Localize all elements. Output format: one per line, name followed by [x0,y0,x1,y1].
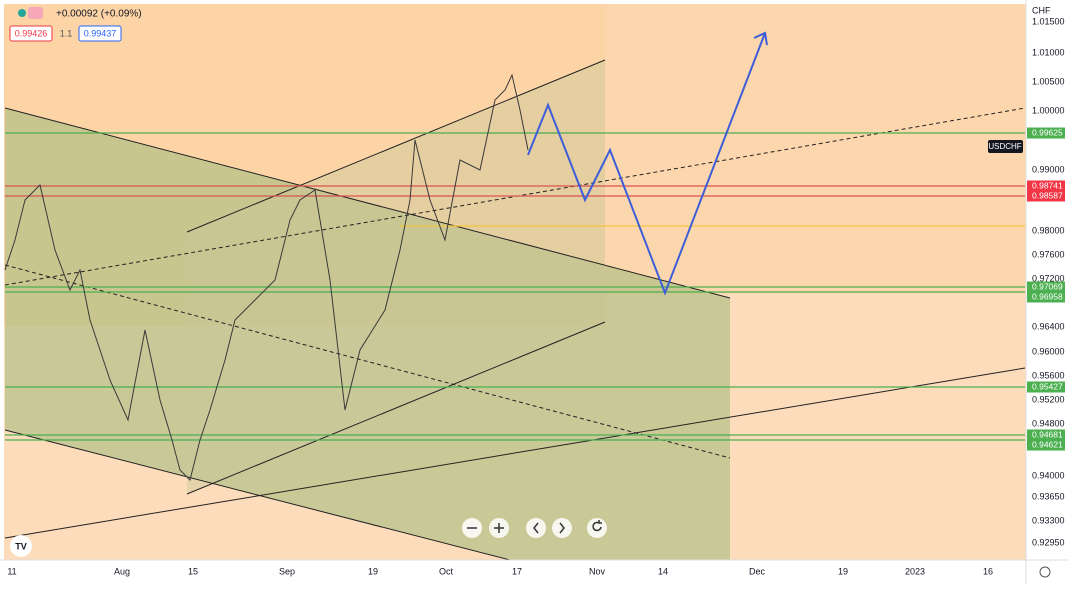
level-tag [1027,291,1065,303]
price-change: +0.00092 (+0.09%) [56,9,142,20]
level-tag [1027,439,1065,451]
level-label: 0.94621 [1032,439,1063,449]
logo[interactable] [10,535,32,557]
price-tick-label: 1.00500 [1032,76,1065,86]
date-label: 2023 [905,566,925,576]
level-label: 0.95427 [1032,381,1063,391]
projection-path [527,32,766,296]
horizontal-levels [5,132,1025,441]
price-tick-label: 0.96400 [1032,321,1065,331]
price-tick-label: 0.93300 [1032,515,1065,525]
bid-price: 0.99426 [15,28,48,38]
date-label: Oct [439,566,454,576]
price-tick-label: 0.98000 [1032,225,1065,235]
nav-buttons [462,518,607,538]
price-tick-label: 0.94800 [1032,418,1065,428]
price-tick-label: 0.95600 [1032,370,1065,380]
date-label: 16 [983,566,993,576]
level-tag [1027,190,1065,202]
spread: 1.1 [60,28,73,38]
price-tick-label: 1.00000 [1032,105,1065,115]
price-tick-label: 0.93650 [1032,491,1065,501]
level-tag [1027,429,1065,441]
scroll-right-button[interactable] [552,518,572,538]
price-tick-label: 1.01000 [1032,47,1065,57]
bid-box[interactable] [9,25,53,42]
date-label: Sep [279,566,295,576]
price-tick-label: 0.96000 [1032,346,1065,356]
scroll-left-button[interactable] [526,518,546,538]
level-tag [1027,281,1065,293]
icon [559,522,565,534]
level-label: 0.98741 [1032,180,1063,190]
date-label: Nov [589,566,606,576]
level-tag [1027,180,1065,192]
logo-mark: TV [15,541,27,551]
level-label: 0.94681 [1032,429,1063,439]
icon [592,520,602,532]
projection-arrowhead [753,31,768,46]
icon [533,522,539,534]
level-label: 0.98587 [1032,190,1063,200]
settings-button[interactable] [1039,566,1051,578]
currency-label: CHF [1032,5,1051,15]
date-label: 19 [368,566,378,576]
ask-price: 0.99437 [84,28,117,38]
price-tick-label: 0.94000 [1032,470,1065,480]
price-tick-label: 0.92950 [1032,537,1065,547]
date-label: 17 [512,566,522,576]
date-label: Aug [114,566,130,576]
symbol-tag-box [988,140,1023,153]
date-label: 11 [7,566,16,576]
level-label: 0.97069 [1032,281,1063,291]
header: +0.00092 (+0.09%) 0.99426 1.1 0.99437 [9,7,142,42]
price-tick-label: 0.97600 [1032,249,1065,259]
price-tick-label: 0.97200 [1032,273,1065,283]
indicator-icon[interactable] [28,7,43,19]
date-label: 14 [658,566,668,576]
highlight-zone [605,4,1026,294]
date-label: 19 [838,566,848,576]
rising-channel [187,60,605,494]
trendlines [4,59,1026,561]
date-label: Dec [749,566,766,576]
price-tick-label: 0.99000 [1032,164,1065,174]
price-tick-label: 1.01500 [1032,16,1065,26]
level-label: 0.96958 [1032,291,1063,301]
reset-button[interactable] [587,518,607,538]
symbol-tag: USDCHF [988,142,1021,151]
level-tag [1027,127,1065,139]
icon [494,523,504,533]
price-tick-label: 0.95200 [1032,394,1065,404]
level-label: 0.99625 [1032,127,1063,137]
level-tag [1027,381,1065,393]
status-dot [18,9,26,17]
price-series [4,73,529,481]
ask-box[interactable] [78,25,122,42]
date-label: 15 [188,566,198,576]
